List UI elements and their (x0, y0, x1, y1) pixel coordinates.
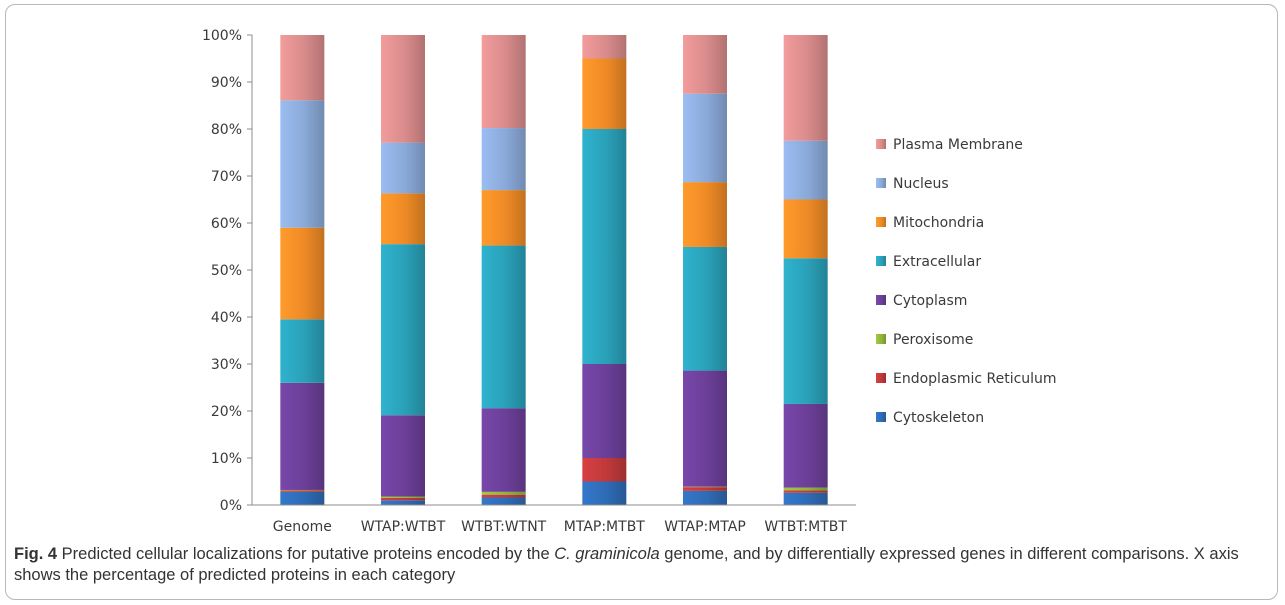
y-tick-label: 70% (211, 169, 242, 185)
bar-segment-nucleus-wtap-wtbt (381, 142, 425, 194)
y-tick-label: 60% (211, 216, 242, 232)
bar-segment-plasma-membrane-wtbt-mtbt (783, 35, 828, 141)
bar-segment-nucleus-wtbt-mtbt (783, 140, 828, 200)
legend-label-plasma-membrane: Plasma Membrane (893, 137, 1023, 153)
bar-segment-extracellular-wtbt-mtbt (783, 258, 828, 404)
bars-layer (280, 35, 828, 505)
bar-segment-nucleus-wtap-mtap (683, 93, 727, 183)
bar-segment-endoplasmic-reticulum-wtbt-wtnt (481, 494, 526, 498)
stacked-bar-chart: 0% 10% 20% 30% 40% 50% 60% 70% 80% 90% 100% Genome W… (202, 28, 1057, 535)
axes-layer: 0% 10% 20% 30% 40% 50% 60% 70% 80% 90% 100% Genome W… (202, 28, 856, 535)
legend-swatch-cytoskeleton (876, 412, 886, 422)
y-tick-label: 80% (211, 122, 242, 138)
bar-segment-nucleus-genome (280, 100, 325, 228)
bar-segment-cytoskeleton-wtap-wtbt (381, 500, 425, 505)
bar-segment-extracellular-genome (280, 319, 325, 383)
legend-label-peroxisome: Peroxisome (893, 332, 973, 348)
y-tick-label: 10% (211, 451, 242, 467)
bar-segment-extracellular-mtap-mtbt (582, 129, 627, 364)
bar-segment-extracellular-wtap-wtbt (381, 244, 425, 416)
bar-segment-mitochondria-genome (280, 227, 325, 320)
bar-segment-endoplasmic-reticulum-wtap-mtap (683, 487, 727, 491)
bar-segment-cytoskeleton-wtap-mtap (683, 490, 727, 505)
y-tick-label: 90% (211, 75, 242, 91)
y-tick-label: 0% (220, 498, 242, 514)
caption-text-2: genome, and by differentially expressed … (14, 545, 1239, 584)
bar-segment-mitochondria-wtbt-mtbt (783, 199, 828, 259)
bar-segment-cytoskeleton-mtap-mtbt (582, 481, 627, 505)
x-tick-label: WTAP:MTAP (664, 519, 746, 535)
legend-label-extracellular: Extracellular (893, 254, 981, 270)
bar-segment-mitochondria-wtap-wtbt (381, 193, 425, 245)
bar-segment-extracellular-wtap-mtap (683, 246, 727, 371)
bar-segment-cytoplasm-mtap-mtbt (582, 364, 627, 458)
legend-label-endoplasmic-reticulum: Endoplasmic Reticulum (893, 371, 1057, 387)
y-tick-label: 30% (211, 357, 242, 373)
x-tick-label: WTBT:WTNT (461, 519, 547, 535)
y-tick-label: 50% (211, 263, 242, 279)
bar-segment-cytoskeleton-genome (280, 491, 325, 505)
bar-segment-cytoplasm-wtbt-wtnt (481, 408, 526, 492)
bar-segment-plasma-membrane-mtap-mtbt (582, 35, 627, 59)
x-tick-label: MTAP:MTBT (564, 519, 646, 535)
caption-label: Fig. 4 (14, 545, 58, 563)
bar-segment-endoplasmic-reticulum-genome (280, 490, 325, 492)
legend-label-mitochondria: Mitochondria (893, 215, 984, 231)
bar-segment-mitochondria-mtap-mtbt (582, 58, 627, 129)
bar-segment-cytoskeleton-wtbt-mtbt (783, 492, 828, 505)
figure-frame (5, 4, 1278, 600)
bar-segment-cytoskeleton-wtbt-wtnt (481, 497, 526, 505)
bar-segment-mitochondria-wtbt-wtnt (481, 190, 526, 246)
x-tick-label: WTBT:MTBT (764, 519, 847, 535)
x-tick-label: Genome (273, 519, 332, 535)
bar-segment-endoplasmic-reticulum-wtap-wtbt (381, 497, 425, 501)
bar-segment-extracellular-wtbt-wtnt (481, 245, 526, 409)
legend-swatch-nucleus (876, 178, 886, 188)
legend-label-nucleus: Nucleus (893, 176, 949, 192)
legend-label-cytoskeleton: Cytoskeleton (893, 410, 984, 426)
legend-swatch-mitochondria (876, 217, 886, 227)
bar-segment-plasma-membrane-genome (280, 35, 325, 101)
bar-segment-cytoplasm-wtap-wtbt (381, 415, 425, 497)
legend-swatch-extracellular (876, 256, 886, 266)
bar-segment-nucleus-wtbt-wtnt (481, 128, 526, 191)
bar-segment-peroxisome-wtbt-mtbt (783, 487, 828, 491)
bar-segment-cytoplasm-wtbt-mtbt (783, 403, 828, 488)
legend-swatch-endoplasmic-reticulum (876, 373, 886, 383)
bar-segment-endoplasmic-reticulum-mtap-mtbt (582, 458, 627, 482)
bar-segment-peroxisome-wtap-wtbt (381, 496, 425, 498)
bar-segment-plasma-membrane-wtap-mtap (683, 35, 727, 94)
bar-segment-cytoplasm-wtap-mtap (683, 370, 727, 487)
legend-swatch-peroxisome (876, 334, 886, 344)
legend-label-cytoplasm: Cytoplasm (893, 293, 967, 309)
legend: Plasma Membrane Nucleus Mitochondria Extrac… (876, 137, 1057, 426)
bar-segment-peroxisome-wtbt-wtnt (481, 491, 526, 495)
bar-segment-endoplasmic-reticulum-wtbt-mtbt (783, 490, 828, 493)
bar-segment-plasma-membrane-wtbt-wtnt (481, 35, 526, 129)
bar-segment-plasma-membrane-wtap-wtbt (381, 35, 425, 143)
y-tick-label: 20% (211, 404, 242, 420)
y-tick-label: 100% (202, 28, 242, 44)
bar-segment-cytoplasm-genome (280, 382, 325, 490)
bar-segment-mitochondria-wtap-mtap (683, 182, 727, 247)
legend-swatch-plasma-membrane (876, 139, 886, 149)
x-tick-label: WTAP:WTBT (361, 519, 446, 535)
figure-caption: Fig. 4 Predicted cellular localizations … (14, 544, 1264, 586)
legend-swatch-cytoplasm (876, 295, 886, 305)
caption-text-1: Predicted cellular localizations for put… (57, 545, 555, 563)
y-tick-label: 40% (211, 310, 242, 326)
caption-species: C. graminicola (554, 545, 660, 563)
